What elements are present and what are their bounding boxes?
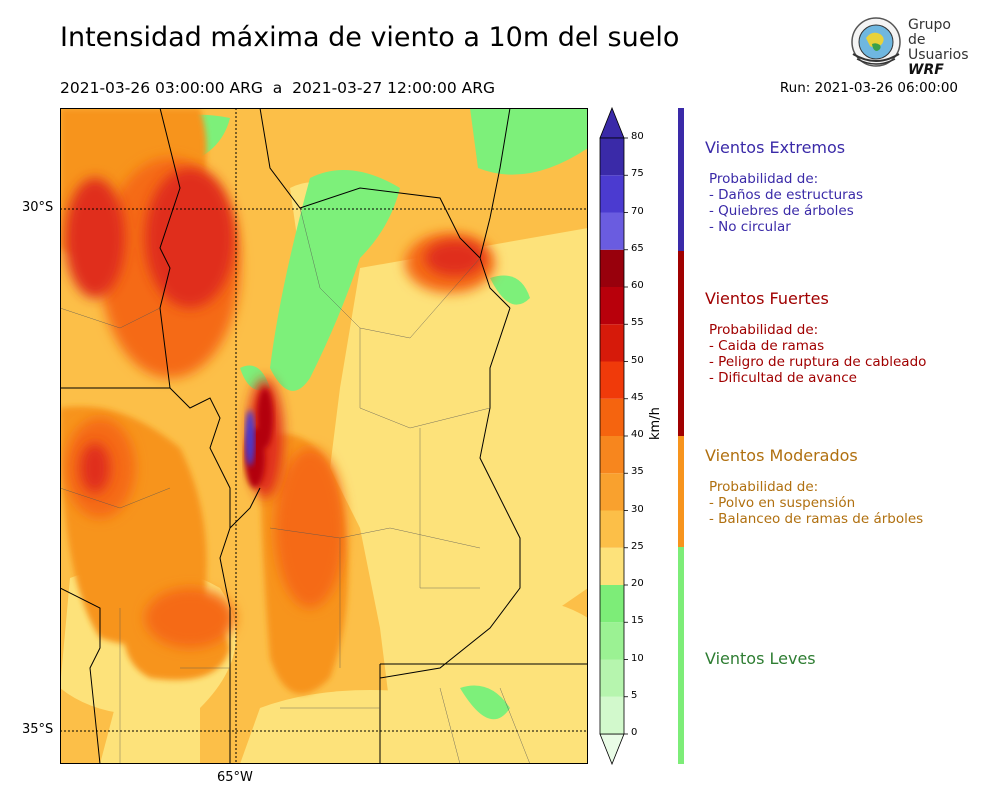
colorbar-segment: [600, 696, 624, 734]
lat-label-35s: 35°S: [22, 722, 54, 737]
colorbar-tick-label: 75: [631, 168, 644, 180]
province-borders: [60, 108, 588, 764]
colorbar-tick-label: 40: [631, 429, 644, 440]
colorbar-segment: [600, 287, 624, 325]
colorbar-segment: [600, 324, 624, 362]
colorbar-tick-label: 60: [631, 280, 644, 291]
colorbar-tick-label: 10: [631, 652, 644, 664]
colorbar-segment: [600, 547, 624, 585]
map-frame: [60, 108, 588, 764]
wind-map: [60, 108, 588, 764]
legend-bar-extreme: [678, 108, 684, 251]
colorbar-tick-label: 80: [631, 131, 644, 142]
colorbar-segment: [600, 249, 624, 287]
lat-label-30s: 30°S: [22, 200, 54, 215]
colorbar-tick-label: 65: [631, 242, 644, 254]
category-moderate: Vientos Moderados Probabilidad de: - Pol…: [705, 446, 924, 527]
colorbar-tick-label: 50: [631, 354, 644, 366]
colorbar-max-extension: [599, 106, 625, 139]
colorbar-tick-label: 0: [631, 727, 638, 738]
category-extreme: Vientos Extremos Probabilidad de: - Daño…: [705, 138, 864, 235]
colorbar-min-extension: [599, 733, 625, 766]
grupo-usuarios-wrf-logo: Grupo de Usuarios WRF: [848, 14, 969, 78]
colorbar-tick-label: 30: [631, 503, 644, 515]
graticule: [60, 108, 588, 764]
colorbar-units: km/h: [648, 407, 663, 440]
legend-bar-light: [678, 547, 684, 764]
colorbar-tick-label: 25: [631, 540, 644, 552]
colorbar-tick-label: 70: [631, 205, 644, 217]
colorbar-tick-label: 55: [631, 317, 644, 329]
map-title: Intensidad máxima de viento a 10m del su…: [60, 22, 680, 53]
legend-bar-strong: [678, 251, 684, 436]
wind-speed-colorbar: [599, 106, 628, 766]
colorbar-segment: [600, 398, 624, 436]
category-light: Vientos Leves: [705, 649, 816, 668]
colorbar-segment: [600, 510, 624, 548]
department-borders: [60, 207, 531, 764]
globe-emblem-icon: [851, 17, 901, 67]
colorbar-segment: [600, 473, 624, 511]
lon-label-65w: 65°W: [217, 770, 253, 785]
forecast-period: 2021-03-26 03:00:00 ARG a 2021-03-27 12:…: [60, 79, 496, 97]
colorbar-segment: [600, 175, 624, 213]
colorbar-tick-label: 35: [631, 466, 644, 478]
colorbar-segment: [600, 622, 624, 660]
colorbar-segment: [600, 659, 624, 697]
colorbar-segment: [600, 138, 624, 176]
run-time: Run: 2021-03-26 06:00:00: [779, 80, 958, 96]
colorbar-tick-label: 20: [631, 578, 644, 589]
colorbar-tick-label: 45: [631, 391, 644, 403]
colorbar-segment: [600, 361, 624, 399]
logo-text: Grupo de Usuarios WRF: [908, 17, 969, 78]
colorbar-segment: [600, 585, 624, 623]
colorbar-segment: [600, 212, 624, 250]
category-strong: Vientos Fuertes Probabilidad de: - Caida…: [705, 289, 927, 386]
colorbar-segment: [600, 436, 624, 474]
colorbar-tick-label: 5: [631, 689, 638, 701]
legend-bar-moderate: [678, 436, 684, 547]
colorbar-tick-label: 15: [631, 615, 644, 627]
wind-zone-extreme: [245, 410, 255, 466]
